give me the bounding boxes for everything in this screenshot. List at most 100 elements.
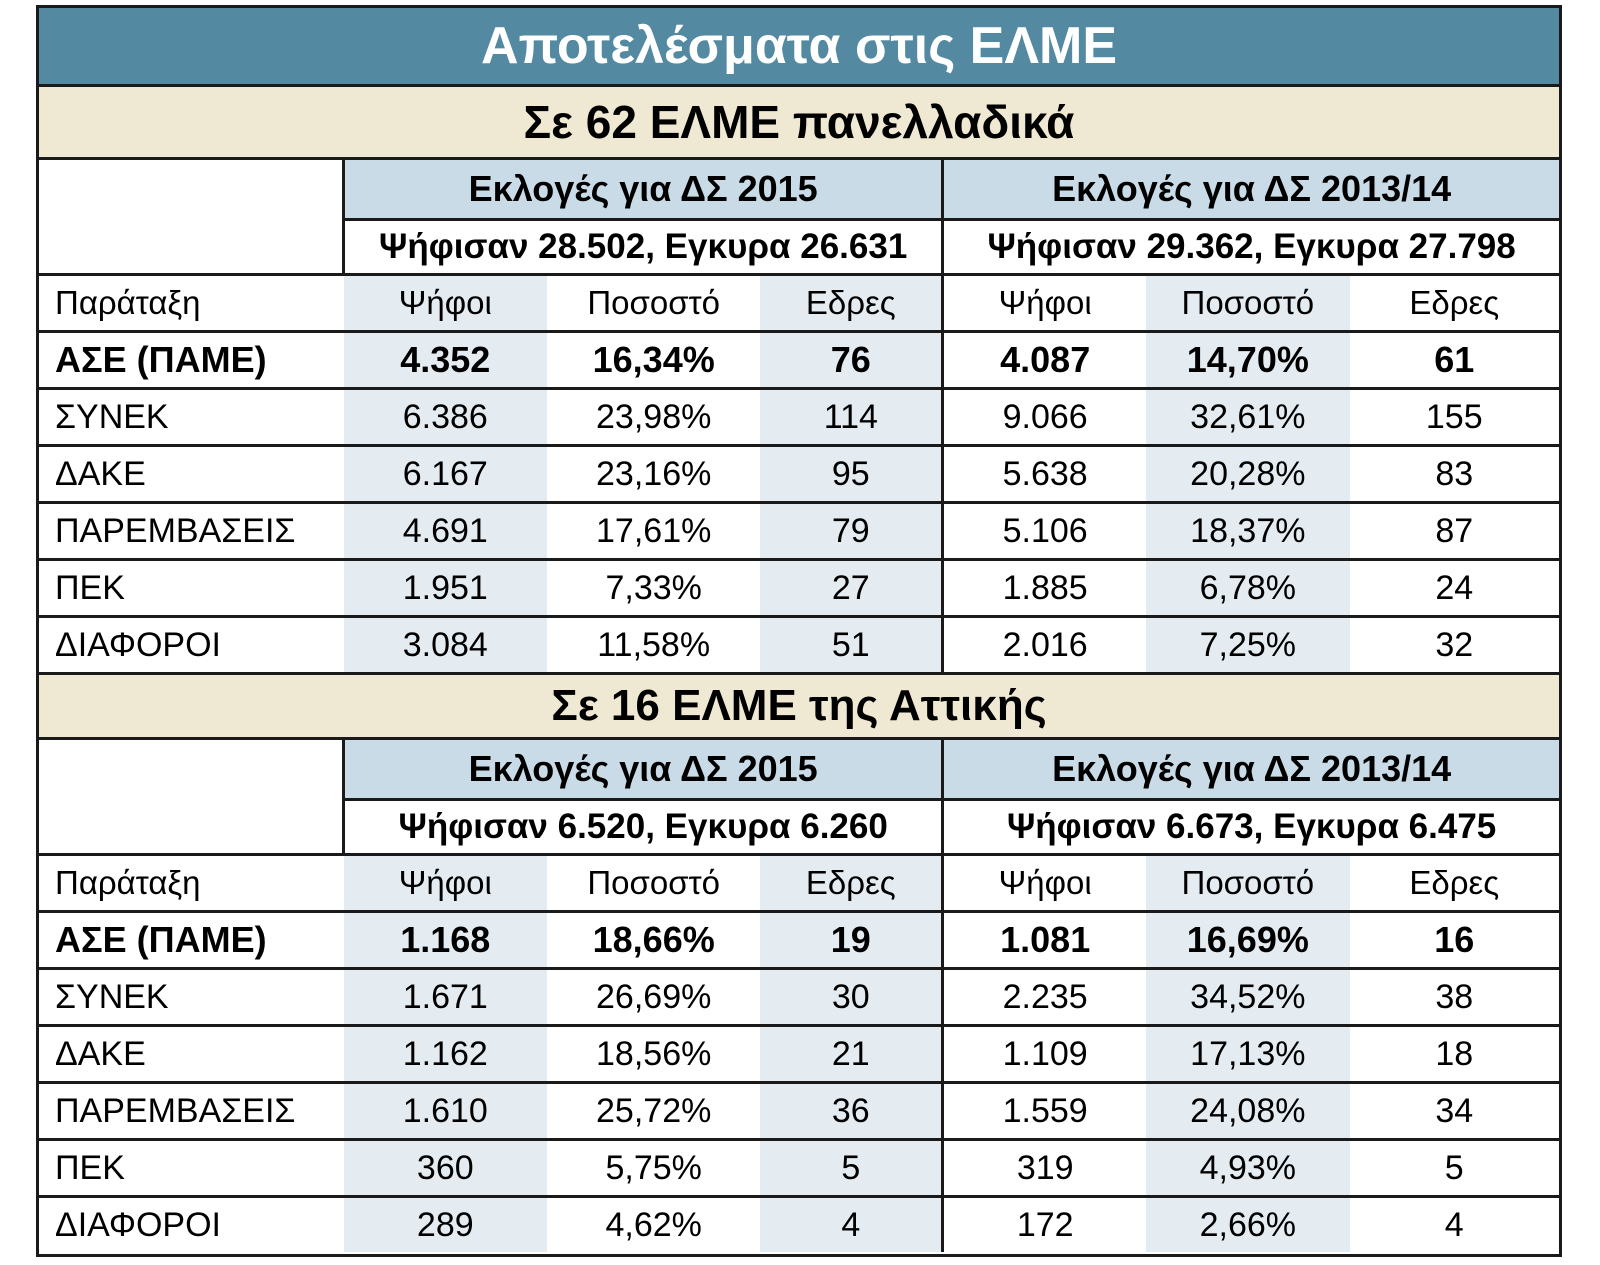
percent-2013-14: 34,52% [1146, 967, 1350, 1026]
table-row: ΑΣΕ (ΠΑΜΕ) 4.352 16,34% 76 4.087 14,70% … [39, 330, 1559, 389]
column-header-percent: Ποσοστό [1146, 853, 1350, 912]
percent-2013-14: 4,93% [1146, 1138, 1350, 1197]
percent-2015: 18,56% [546, 1024, 761, 1083]
percent-2015: 26,69% [546, 967, 761, 1026]
seats-2013-14: 16 [1349, 910, 1559, 969]
seats-2013-14: 61 [1349, 330, 1559, 389]
party-name: ΣΥΝΕΚ [39, 387, 344, 446]
table-row: ΠΕΚ 360 5,75% 5 319 4,93% 5 [39, 1138, 1559, 1197]
party-name: ΑΣΕ (ΠΑΜΕ) [39, 330, 344, 389]
seats-2013-14: 38 [1349, 967, 1559, 1026]
table-row: ΣΥΝΕΚ 1.671 26,69% 30 2.235 34,52% 38 [39, 967, 1559, 1026]
election-header-2013-14: Εκλογές για ΔΣ 2013/14 [941, 740, 1559, 800]
votes-2015: 3.084 [343, 615, 547, 672]
column-header-seats: Εδρες [760, 853, 943, 912]
seats-2013-14: 5 [1349, 1138, 1559, 1197]
results-table-national: Εκλογές για ΔΣ 2015 Εκλογές για ΔΣ 2013/… [39, 160, 1559, 672]
table-row: ΑΣΕ (ΠΑΜΕ) 1.168 18,66% 19 1.081 16,69% … [39, 910, 1559, 969]
empty-corner-cell [39, 740, 344, 855]
table-row: ΔΑΚΕ 6.167 23,16% 95 5.638 20,28% 83 [39, 444, 1559, 503]
seats-2013-14: 24 [1349, 558, 1559, 617]
election-header-2015: Εκλογές για ΔΣ 2015 [342, 740, 943, 800]
table-row: ΣΥΝΕΚ 6.386 23,98% 114 9.066 32,61% 155 [39, 387, 1559, 446]
party-name: ΔΙΑΦΟΡΟΙ [39, 1195, 344, 1252]
seats-2015: 27 [760, 558, 943, 617]
votes-2013-14: 9.066 [941, 387, 1147, 446]
percent-2013-14: 24,08% [1146, 1081, 1350, 1140]
turnout-2015: Ψήφισαν 6.520, Εγκυρα 6.260 [342, 798, 943, 855]
votes-2015: 4.352 [343, 330, 547, 389]
page-title: Αποτελέσματα στις ΕΛΜΕ [39, 8, 1559, 87]
votes-2015: 1.671 [343, 967, 547, 1026]
column-header-percent: Ποσοστό [546, 273, 761, 332]
results-table-attica: Εκλογές για ΔΣ 2015 Εκλογές για ΔΣ 2013/… [39, 740, 1559, 1252]
percent-2013-14: 2,66% [1146, 1195, 1350, 1252]
percent-2015: 4,62% [546, 1195, 761, 1252]
percent-2015: 18,66% [546, 910, 761, 969]
table-row: ΠΑΡΕΜΒΑΣΕΙΣ 4.691 17,61% 79 5.106 18,37%… [39, 501, 1559, 560]
empty-corner-cell [39, 160, 344, 275]
party-name: ΠΑΡΕΜΒΑΣΕΙΣ [39, 1081, 344, 1140]
percent-2013-14: 7,25% [1146, 615, 1350, 672]
turnout-2013-14: Ψήφισαν 29.362, Εγκυρα 27.798 [941, 218, 1559, 275]
table-row: ΔΙΑΦΟΡΟΙ 3.084 11,58% 51 2.016 7,25% 32 [39, 615, 1559, 672]
percent-2013-14: 20,28% [1146, 444, 1350, 503]
table-row: ΠΑΡΕΜΒΑΣΕΙΣ 1.610 25,72% 36 1.559 24,08%… [39, 1081, 1559, 1140]
column-header-seats: Εδρες [1349, 853, 1559, 912]
election-header-2015: Εκλογές για ΔΣ 2015 [342, 160, 943, 220]
party-name: ΔΑΚΕ [39, 444, 344, 503]
percent-2013-14: 18,37% [1146, 501, 1350, 560]
percent-2013-14: 14,70% [1146, 330, 1350, 389]
percent-2013-14: 16,69% [1146, 910, 1350, 969]
column-header-row: Παράταξη Ψήφοι Ποσοστό Εδρες Ψήφοι Ποσοσ… [39, 273, 1559, 332]
party-name: ΠΕΚ [39, 558, 344, 617]
column-header-votes: Ψήφοι [941, 273, 1147, 332]
percent-2013-14: 17,13% [1146, 1024, 1350, 1083]
column-header-row: Παράταξη Ψήφοι Ποσοστό Εδρες Ψήφοι Ποσοσ… [39, 853, 1559, 912]
section-title-national: Σε 62 ΕΛΜΕ πανελλαδικά [39, 87, 1559, 160]
seats-2015: 4 [760, 1195, 943, 1252]
column-header-votes: Ψήφοι [343, 273, 547, 332]
votes-2013-14: 4.087 [941, 330, 1147, 389]
votes-2013-14: 1.885 [941, 558, 1147, 617]
results-sheet: Αποτελέσματα στις ΕΛΜΕ Σε 62 ΕΛΜΕ πανελλ… [36, 5, 1562, 1257]
turnout-2015: Ψήφισαν 28.502, Εγκυρα 26.631 [342, 218, 943, 275]
votes-2013-14: 5.106 [941, 501, 1147, 560]
column-header-percent: Ποσοστό [546, 853, 761, 912]
votes-2013-14: 2.016 [941, 615, 1147, 672]
table-row: ΔΑΚΕ 1.162 18,56% 21 1.109 17,13% 18 [39, 1024, 1559, 1083]
seats-2013-14: 18 [1349, 1024, 1559, 1083]
party-name: ΑΣΕ (ΠΑΜΕ) [39, 910, 344, 969]
seats-2015: 114 [760, 387, 943, 446]
percent-2015: 23,98% [546, 387, 761, 446]
seats-2015: 21 [760, 1024, 943, 1083]
percent-2015: 16,34% [546, 330, 761, 389]
party-name: ΔΑΚΕ [39, 1024, 344, 1083]
percent-2015: 7,33% [546, 558, 761, 617]
seats-2013-14: 155 [1349, 387, 1559, 446]
votes-2015: 1.610 [343, 1081, 547, 1140]
turnout-2013-14: Ψήφισαν 6.673, Εγκυρα 6.475 [941, 798, 1559, 855]
votes-2013-14: 319 [941, 1138, 1147, 1197]
section-title-attica: Σε 16 ΕΛΜΕ της Αττικής [39, 672, 1559, 740]
column-header-seats: Εδρες [760, 273, 943, 332]
votes-2015: 1.951 [343, 558, 547, 617]
votes-2015: 289 [343, 1195, 547, 1252]
votes-2013-14: 1.559 [941, 1081, 1147, 1140]
column-header-party: Παράταξη [39, 853, 344, 912]
votes-2015: 4.691 [343, 501, 547, 560]
table-row: ΠΕΚ 1.951 7,33% 27 1.885 6,78% 24 [39, 558, 1559, 617]
seats-2015: 19 [760, 910, 943, 969]
seats-2013-14: 34 [1349, 1081, 1559, 1140]
seats-2015: 76 [760, 330, 943, 389]
column-header-seats: Εδρες [1349, 273, 1559, 332]
party-name: ΔΙΑΦΟΡΟΙ [39, 615, 344, 672]
votes-2013-14: 5.638 [941, 444, 1147, 503]
election-header-2013-14: Εκλογές για ΔΣ 2013/14 [941, 160, 1559, 220]
column-header-votes: Ψήφοι [941, 853, 1147, 912]
table-row: ΔΙΑΦΟΡΟΙ 289 4,62% 4 172 2,66% 4 [39, 1195, 1559, 1252]
percent-2013-14: 6,78% [1146, 558, 1350, 617]
votes-2013-14: 1.109 [941, 1024, 1147, 1083]
votes-2013-14: 1.081 [941, 910, 1147, 969]
seats-2013-14: 32 [1349, 615, 1559, 672]
